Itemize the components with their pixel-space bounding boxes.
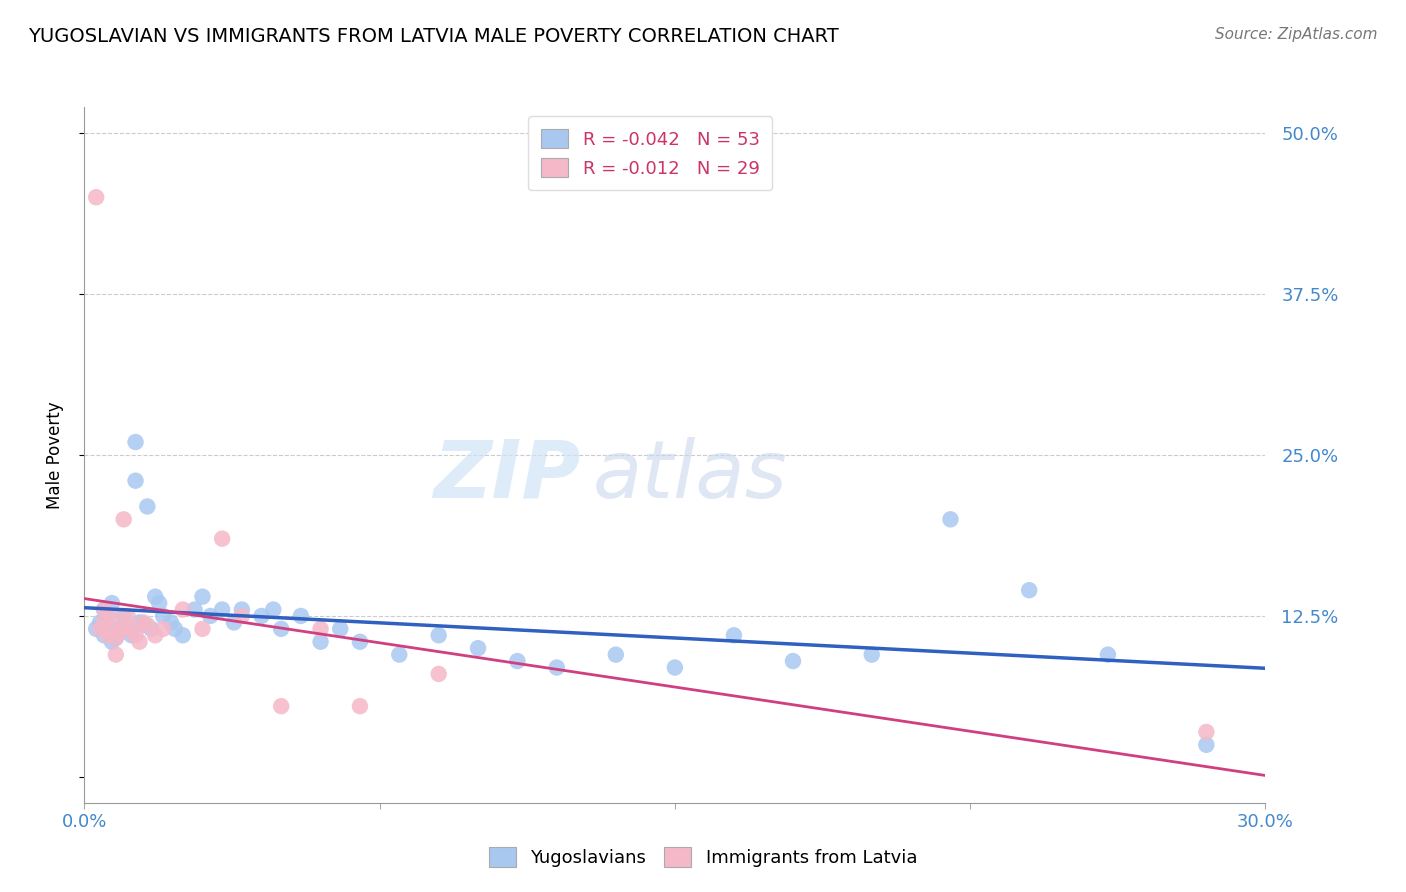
- Point: [250, 609, 273, 624]
- Point: [132, 618, 155, 632]
- Point: [191, 590, 214, 604]
- Point: [89, 615, 111, 630]
- Point: [117, 609, 139, 624]
- Point: [211, 532, 233, 546]
- Text: atlas: atlas: [592, 437, 787, 515]
- Point: [939, 512, 962, 526]
- Point: [172, 628, 194, 642]
- Point: [101, 609, 124, 624]
- Point: [93, 615, 115, 630]
- Point: [89, 622, 111, 636]
- Point: [143, 628, 166, 642]
- Point: [112, 609, 135, 624]
- Point: [112, 512, 135, 526]
- Point: [467, 641, 489, 656]
- Point: [141, 622, 163, 636]
- Point: [191, 622, 214, 636]
- Point: [136, 500, 159, 514]
- Point: [136, 618, 159, 632]
- Point: [231, 609, 253, 624]
- Point: [506, 654, 529, 668]
- Legend: Yugoslavians, Immigrants from Latvia: Yugoslavians, Immigrants from Latvia: [481, 839, 925, 874]
- Point: [124, 474, 146, 488]
- Point: [93, 602, 115, 616]
- Point: [152, 622, 174, 636]
- Point: [427, 628, 450, 642]
- Point: [104, 631, 127, 645]
- Point: [782, 654, 804, 668]
- Point: [349, 634, 371, 648]
- Point: [200, 609, 222, 624]
- Point: [1018, 583, 1040, 598]
- Y-axis label: Male Poverty: Male Poverty: [45, 401, 63, 508]
- Point: [160, 615, 183, 630]
- Point: [128, 615, 150, 630]
- Point: [104, 631, 127, 645]
- Point: [124, 628, 146, 642]
- Point: [152, 609, 174, 624]
- Point: [290, 609, 312, 624]
- Point: [97, 609, 120, 624]
- Point: [148, 596, 170, 610]
- Point: [1195, 738, 1218, 752]
- Point: [270, 699, 292, 714]
- Point: [309, 634, 332, 648]
- Point: [388, 648, 411, 662]
- Point: [84, 622, 107, 636]
- Text: YUGOSLAVIAN VS IMMIGRANTS FROM LATVIA MALE POVERTY CORRELATION CHART: YUGOSLAVIAN VS IMMIGRANTS FROM LATVIA MA…: [28, 27, 839, 45]
- Point: [104, 622, 127, 636]
- Legend: R = -0.042   N = 53, R = -0.012   N = 29: R = -0.042 N = 53, R = -0.012 N = 29: [529, 116, 772, 190]
- Point: [143, 590, 166, 604]
- Point: [262, 602, 284, 616]
- Point: [349, 699, 371, 714]
- Point: [1097, 648, 1119, 662]
- Point: [270, 622, 292, 636]
- Point: [121, 628, 143, 642]
- Point: [84, 190, 107, 204]
- Point: [108, 625, 131, 640]
- Point: [163, 622, 186, 636]
- Point: [222, 615, 245, 630]
- Point: [104, 648, 127, 662]
- Point: [93, 602, 115, 616]
- Point: [108, 625, 131, 640]
- Text: Source: ZipAtlas.com: Source: ZipAtlas.com: [1215, 27, 1378, 42]
- Point: [860, 648, 883, 662]
- Point: [121, 622, 143, 636]
- Point: [132, 615, 155, 630]
- Point: [172, 602, 194, 616]
- Point: [124, 435, 146, 450]
- Point: [329, 622, 352, 636]
- Point: [546, 660, 568, 674]
- Point: [101, 622, 124, 636]
- Point: [93, 628, 115, 642]
- Point: [183, 602, 205, 616]
- Point: [101, 596, 124, 610]
- Point: [664, 660, 686, 674]
- Point: [231, 602, 253, 616]
- Point: [605, 648, 627, 662]
- Point: [101, 634, 124, 648]
- Point: [112, 618, 135, 632]
- Point: [723, 628, 745, 642]
- Point: [112, 618, 135, 632]
- Point: [117, 622, 139, 636]
- Point: [128, 634, 150, 648]
- Point: [427, 667, 450, 681]
- Point: [97, 628, 120, 642]
- Point: [1195, 725, 1218, 739]
- Point: [309, 622, 332, 636]
- Point: [211, 602, 233, 616]
- Text: ZIP: ZIP: [433, 437, 581, 515]
